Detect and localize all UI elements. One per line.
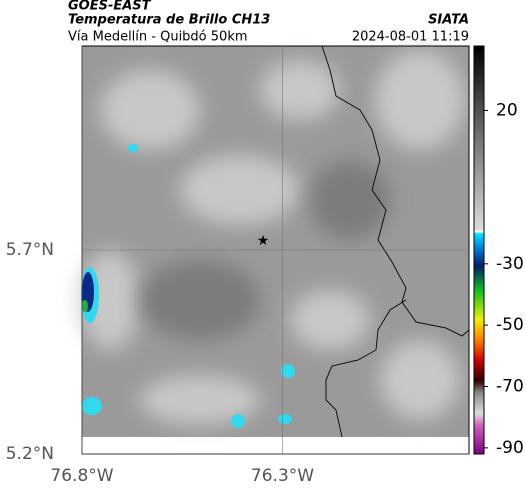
source: GOES-EAST <box>68 0 152 14</box>
border-line <box>321 45 470 438</box>
colorbar-tick-label: -50 <box>496 315 524 335</box>
brand: SIATA <box>428 13 469 28</box>
x-tick-label: 76.8°W <box>50 466 113 486</box>
location-star: ★ <box>257 233 270 249</box>
colorbar-tick-label: -70 <box>496 377 524 397</box>
imagery <box>80 46 469 437</box>
colorbar-tick-label: -90 <box>496 438 524 458</box>
title: Temperatura de Brillo CH13 <box>68 13 270 28</box>
x-tick-label: 76.3°W <box>251 466 314 486</box>
y-tick-label: 5.7°N <box>6 240 54 260</box>
y-tick-label: 5.2°N <box>6 444 54 464</box>
colorbar <box>473 45 485 455</box>
cold-core <box>82 300 88 312</box>
subtitle: Vía Medellín - Quibdó 50km <box>68 30 248 45</box>
colorbar-tick-label: 20 <box>496 100 518 120</box>
timestamp: 2024-08-01 11:19 <box>352 30 469 45</box>
colorbar-tick-label: -30 <box>496 254 524 274</box>
